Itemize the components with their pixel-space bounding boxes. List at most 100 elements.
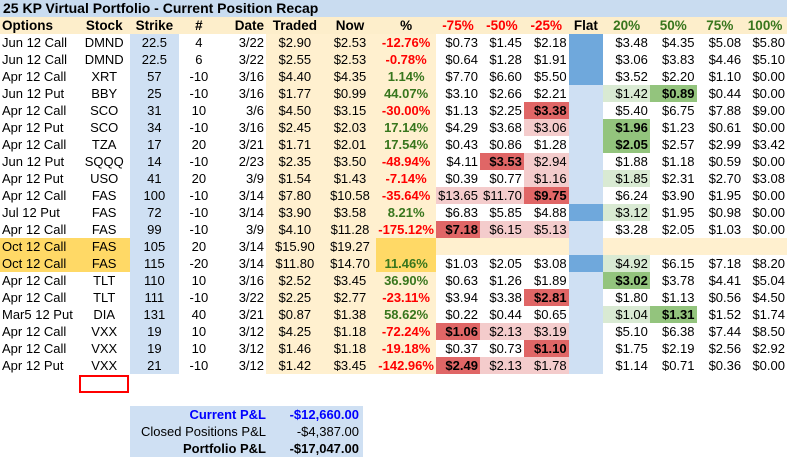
cell-quantity[interactable]: -10 [189, 358, 209, 373]
cell-pct[interactable]: -23.11% [376, 289, 436, 306]
cell-quantity[interactable]: 20 [191, 137, 207, 152]
cell-pct[interactable]: -19.18% [376, 340, 436, 357]
cell-plus75[interactable]: $0.61 [708, 120, 742, 135]
cell-plus20[interactable]: $3.06 [615, 52, 648, 67]
cell-option[interactable]: Apr 12 Call [2, 341, 67, 356]
cell-plus50[interactable]: $2.31 [661, 171, 695, 186]
cell-plus20[interactable]: $3.28 [615, 222, 648, 237]
cell-plus50[interactable]: $3.90 [661, 188, 695, 203]
cell-minus25[interactable]: $1.16 [523, 170, 569, 187]
cell-date[interactable]: 3/16 [238, 86, 265, 101]
cell-now[interactable]: $1.18 [323, 340, 377, 357]
cell-stock[interactable]: DIA [93, 307, 116, 322]
cell-plus100[interactable]: $8.20 [752, 256, 785, 271]
cell-plus20[interactable]: $1.42 [603, 85, 650, 102]
cell-flat[interactable] [568, 340, 604, 357]
cell-flat[interactable] [568, 170, 604, 187]
cell-minus50[interactable]: $1.26 [489, 273, 522, 288]
cell-minus75[interactable]: $0.43 [445, 137, 478, 152]
cell-date[interactable]: 3/14 [238, 239, 265, 254]
cell-strike[interactable]: 21 [129, 357, 180, 374]
cell-flat[interactable] [568, 272, 604, 289]
cell-minus25[interactable]: $3.19 [523, 323, 569, 340]
cell-plus75[interactable]: $1.95 [708, 188, 742, 203]
cell-minus25[interactable]: $2.81 [523, 289, 569, 306]
cell-plus20[interactable]: $5.40 [615, 103, 648, 118]
cell-strike[interactable]: 19 [129, 323, 180, 340]
cell-date[interactable]: 3/14 [238, 256, 265, 271]
cell-date[interactable]: 3/16 [238, 273, 265, 288]
cell-stock[interactable]: VXX [91, 341, 118, 356]
cell-strike[interactable]: 110 [129, 272, 180, 289]
cell-minus75[interactable]: $13.65 [435, 187, 480, 204]
cell-minus50[interactable]: $3.38 [489, 290, 522, 305]
cell-traded[interactable]: $2.52 [266, 272, 324, 289]
cell-plus50[interactable]: $3.83 [661, 52, 695, 67]
cell-traded[interactable]: $1.42 [266, 357, 324, 374]
cell-option[interactable]: Apr 12 Call [2, 137, 67, 152]
cell-plus20[interactable]: $1.85 [603, 170, 650, 187]
cell-pct[interactable]: -35.64% [376, 187, 436, 204]
cell-traded[interactable]: $1.77 [266, 85, 324, 102]
cell-flat[interactable] [568, 119, 604, 136]
cell-traded[interactable]: $3.90 [266, 204, 324, 221]
cell-plus50[interactable]: $0.71 [661, 358, 695, 373]
cell-minus50[interactable]: $2.13 [479, 323, 524, 340]
cell-traded[interactable]: $2.90 [266, 34, 324, 51]
cell-quantity[interactable]: -10 [189, 86, 209, 101]
cell-plus75[interactable]: $7.88 [708, 103, 742, 118]
cell-option[interactable]: Jun 12 Put [2, 154, 65, 169]
cell-strike[interactable]: 31 [129, 102, 180, 119]
cell-now[interactable]: $14.70 [323, 255, 377, 272]
cell-plus100[interactable]: $8.50 [752, 324, 785, 339]
cell-plus50[interactable]: $1.13 [661, 290, 695, 305]
cell-date[interactable]: 3/22 [238, 52, 265, 67]
cell-minus25[interactable] [523, 238, 569, 255]
cell-plus75[interactable]: $2.56 [708, 341, 742, 356]
cell-plus75[interactable]: $2.70 [708, 171, 742, 186]
cell-plus100[interactable]: $0.00 [752, 69, 785, 84]
cell-minus25[interactable]: $2.18 [534, 35, 567, 50]
cell-flat[interactable] [568, 102, 604, 119]
cell-minus75[interactable]: $4.11 [446, 154, 478, 169]
cell-date[interactable]: 3/9 [245, 222, 265, 237]
cell-quantity[interactable]: 6 [195, 52, 203, 67]
cell-flat[interactable] [568, 34, 604, 51]
cell-now[interactable]: $0.99 [323, 85, 377, 102]
cell-plus50[interactable]: $3.78 [661, 273, 695, 288]
cell-minus50[interactable]: $0.86 [489, 137, 522, 152]
cell-minus75[interactable]: $7.70 [445, 69, 478, 84]
cell-strike[interactable]: 19 [129, 340, 180, 357]
cell-option[interactable]: Oct 12 Call [0, 255, 79, 272]
cell-plus20[interactable]: $1.96 [603, 119, 650, 136]
cell-plus75[interactable]: $7.44 [708, 324, 742, 339]
cell-plus100[interactable]: $0.00 [752, 222, 785, 237]
cell-traded[interactable]: $1.46 [266, 340, 324, 357]
cell-plus20[interactable]: $3.52 [615, 69, 648, 84]
cell-plus75[interactable]: $0.36 [708, 358, 742, 373]
cell-plus50[interactable]: $1.18 [661, 154, 695, 169]
cell-stock[interactable]: FAS [91, 222, 117, 237]
cell-quantity[interactable]: 4 [195, 35, 203, 50]
cell-plus75[interactable]: $5.08 [708, 35, 742, 50]
cell-traded[interactable]: $2.55 [266, 51, 324, 68]
header-qty[interactable]: # [179, 17, 219, 34]
cell-minus25[interactable]: $5.13 [523, 221, 569, 238]
cell-plus75[interactable]: $0.59 [708, 154, 742, 169]
header-options[interactable]: Options [0, 17, 79, 34]
cell-flat[interactable] [568, 153, 604, 170]
cell-quantity[interactable]: 20 [191, 239, 207, 254]
cell-pct[interactable]: -142.96% [376, 357, 436, 374]
header-plus75[interactable]: 75% [696, 17, 744, 34]
cell-stock[interactable]: FAS [91, 205, 117, 220]
cell-minus50[interactable]: $1.28 [489, 52, 522, 67]
cell-option[interactable]: Apr 12 Call [2, 188, 67, 203]
cell-minus75[interactable]: $0.37 [445, 341, 478, 356]
cell-now[interactable]: $4.35 [323, 68, 377, 85]
cell-flat[interactable] [568, 85, 604, 102]
cell-minus25[interactable]: $1.28 [534, 137, 567, 152]
cell-plus100[interactable]: $5.10 [752, 52, 785, 67]
cell-minus75[interactable]: $0.64 [445, 52, 478, 67]
header-stock[interactable]: Stock [78, 17, 130, 34]
cell-now[interactable]: $3.58 [323, 204, 377, 221]
